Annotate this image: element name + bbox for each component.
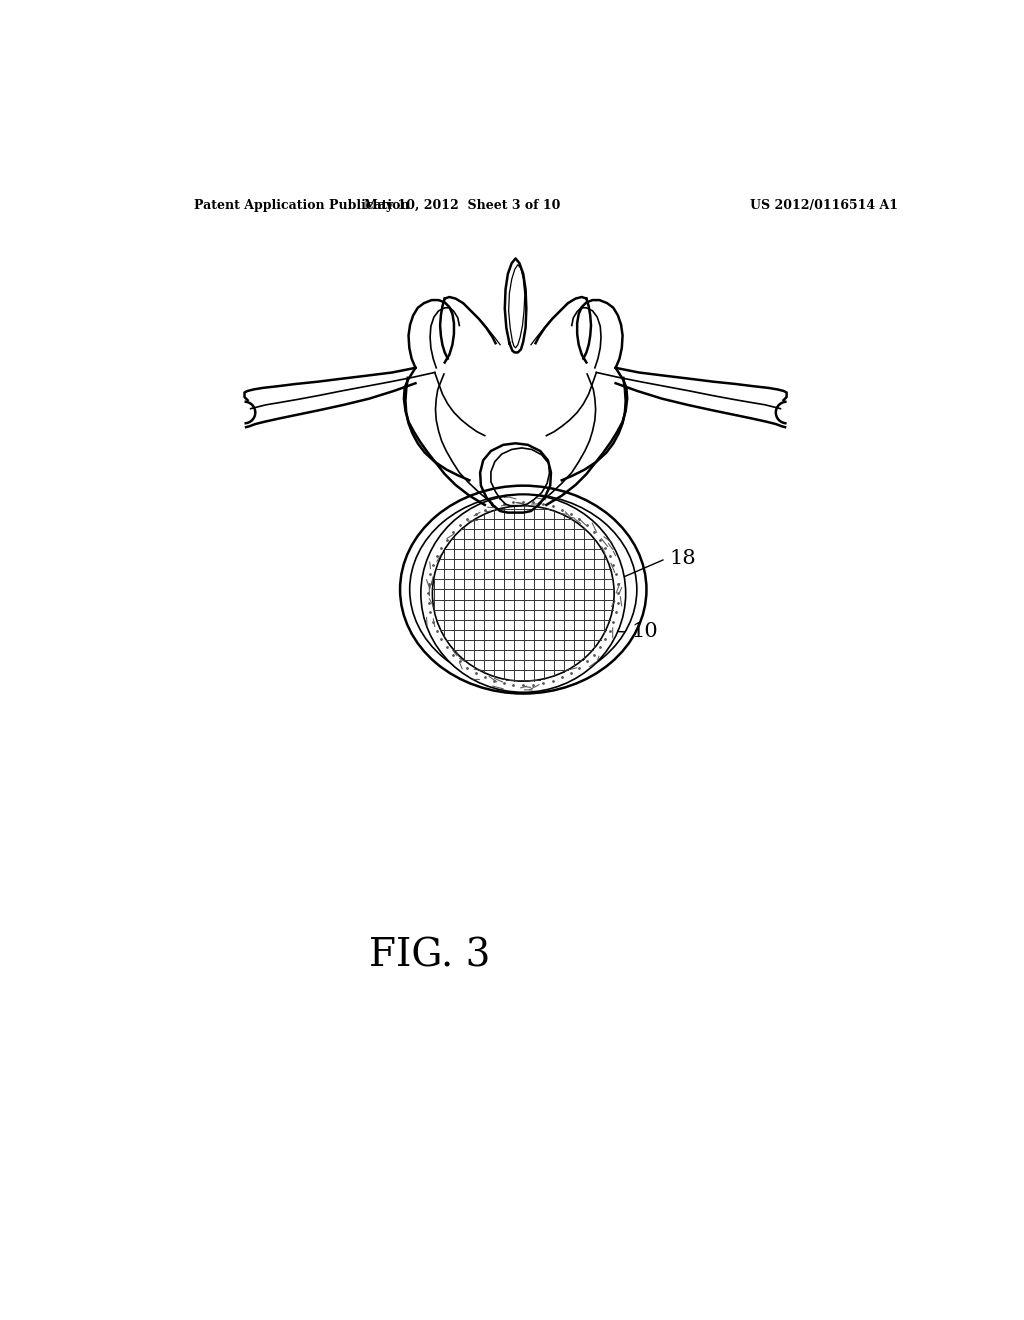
Text: Patent Application Publication: Patent Application Publication — [194, 199, 410, 213]
Text: 18: 18 — [670, 549, 696, 569]
Ellipse shape — [432, 506, 614, 681]
Text: May 10, 2012  Sheet 3 of 10: May 10, 2012 Sheet 3 of 10 — [364, 199, 560, 213]
Ellipse shape — [421, 495, 626, 692]
Ellipse shape — [400, 486, 646, 693]
Text: FIG. 3: FIG. 3 — [370, 937, 490, 974]
Text: US 2012/0116514 A1: US 2012/0116514 A1 — [751, 199, 898, 213]
Text: 10: 10 — [631, 623, 657, 642]
